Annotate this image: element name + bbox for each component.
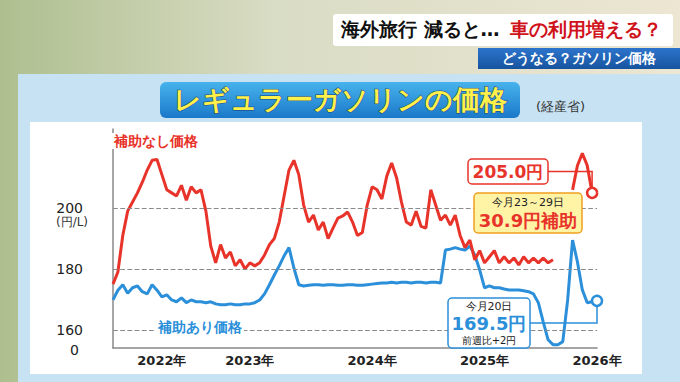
svg-text:補助なし価格: 補助なし価格 — [113, 133, 199, 149]
svg-text:今月20日: 今月20日 — [466, 300, 513, 313]
svg-text:前週比+2円: 前週比+2円 — [462, 335, 517, 346]
html-text:車の利用増える？: 車の利用増える？ — [509, 18, 662, 40]
svg-text:200: 200 — [56, 200, 83, 216]
html-text:レギュラーガソリンの価格: レギュラーガソリンの価格 — [173, 84, 507, 115]
svg-text:2023年: 2023年 — [225, 353, 274, 368]
html-text:どうなる？ガソリン価格: どうなる？ガソリン価格 — [502, 50, 656, 66]
svg-text:169.5円: 169.5円 — [452, 313, 527, 334]
svg-text:160: 160 — [56, 322, 83, 338]
svg-text:2022年: 2022年 — [137, 353, 186, 368]
svg-text:30.9円補助: 30.9円補助 — [479, 210, 577, 231]
html-text:(経産省): (経産省) — [536, 99, 586, 114]
svg-text:補助あり価格: 補助あり価格 — [157, 319, 243, 335]
svg-text:(円/L): (円/L) — [56, 215, 88, 229]
svg-text:0: 0 — [70, 342, 79, 358]
svg-text:180: 180 — [56, 261, 83, 277]
svg-text:2026年: 2026年 — [572, 353, 621, 368]
svg-text:2025年: 2025年 — [460, 353, 509, 368]
html-text:海外旅行 減ると…: 海外旅行 減ると… — [341, 18, 500, 40]
svg-text:今月23～29日: 今月23～29日 — [492, 196, 564, 209]
svg-text:2024年: 2024年 — [348, 353, 397, 368]
svg-text:205.0円: 205.0円 — [473, 162, 544, 182]
